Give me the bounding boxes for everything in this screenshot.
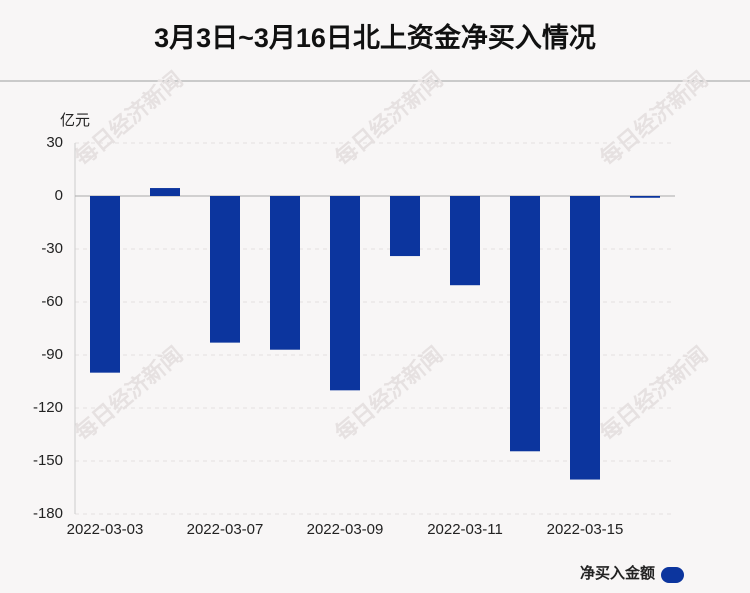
legend-label: 净买入金额 [580,564,655,582]
y-tick-label: -90 [41,346,63,363]
bar [90,196,120,373]
bar [630,196,660,198]
y-tick-label: -180 [33,505,63,522]
bar [510,196,540,452]
x-tick-label: 2022-03-11 [427,521,503,538]
y-tick-label: 0 [55,187,63,204]
chart-title: 3月3日~3月16日北上资金净买入情况 [154,22,596,53]
y-tick-label: -150 [33,452,63,469]
x-tick-label: 2022-03-15 [547,521,624,538]
y-unit: 亿元 [60,112,90,129]
bar [450,196,480,286]
y-tick-label: 30 [46,134,63,151]
x-tick-label: 2022-03-07 [187,521,264,538]
bar [570,196,600,480]
y-tick-label: -120 [33,399,63,416]
y-tick-label: -60 [41,293,63,310]
bar [150,188,180,196]
y-tick-label: -30 [41,240,63,257]
bar [270,196,300,350]
bar [330,196,360,391]
x-tick-label: 2022-03-03 [67,521,144,538]
x-tick-label: 2022-03-09 [307,521,384,538]
bar [390,196,420,257]
legend-swatch [661,567,684,583]
bar [210,196,240,343]
